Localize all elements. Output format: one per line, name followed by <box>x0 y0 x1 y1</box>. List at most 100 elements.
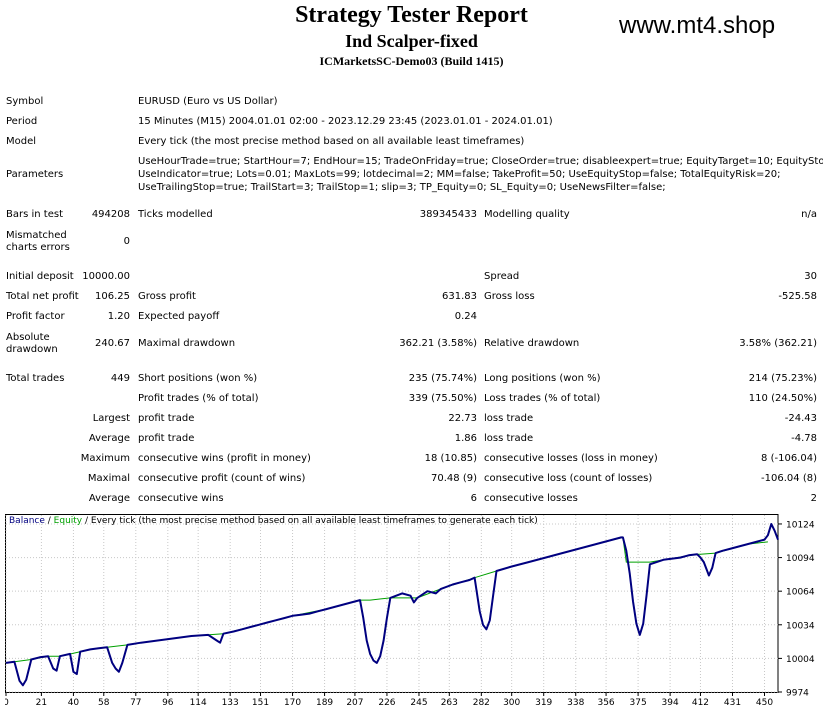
expected-payoff-value: 0.24 <box>454 311 477 322</box>
legend-description: / Every tick (the most precise method ba… <box>82 516 538 526</box>
profit-factor-value: 1.20 <box>107 311 130 322</box>
x-tick-label: 375 <box>630 698 647 708</box>
x-tick-label: 394 <box>662 698 679 708</box>
bars-label: Bars in test <box>6 209 63 220</box>
absolute-dd-label: Absolute <box>6 332 50 343</box>
x-tick-label: 431 <box>724 698 741 708</box>
max-cons-wins-label: consecutive wins (profit in money) <box>138 453 311 464</box>
largest-profit-value: 22.73 <box>448 413 477 424</box>
y-tick-label: 10034 <box>786 621 815 631</box>
x-tick-label: 77 <box>130 698 141 708</box>
short-label: Short positions (won %) <box>138 373 258 384</box>
expected-payoff-label: Expected payoff <box>138 311 220 322</box>
period-label: Period <box>6 116 38 127</box>
largest-label: Largest <box>92 413 130 424</box>
profit-factor-label: Profit factor <box>6 311 65 322</box>
gross-profit-value: 631.83 <box>442 291 477 302</box>
parameters-line: UseTrailingStop=true; TrailStart=3; Trai… <box>138 182 666 193</box>
ticks-label: Ticks modelled <box>138 209 213 220</box>
maximal-cons-profit-value: 70.48 (9) <box>431 473 477 484</box>
max-cons-losses-label: consecutive losses (loss in money) <box>484 453 658 464</box>
model-label: Model <box>6 136 37 147</box>
x-tick-label: 189 <box>316 698 333 708</box>
net-profit-value: 106.25 <box>95 291 130 302</box>
absolute-dd-label: drawdown <box>6 344 58 355</box>
total-trades-label: Total trades <box>6 373 65 384</box>
watermark: www.mt4.shop <box>619 12 776 39</box>
average-profit-value: 1.86 <box>454 433 477 444</box>
average2-label: Average <box>88 493 130 504</box>
largest-loss-value: -24.43 <box>784 413 817 424</box>
mismatch-value: 0 <box>123 236 130 247</box>
maximal-dd-label: Maximal drawdown <box>138 338 236 349</box>
maximal-label: Maximal <box>87 473 130 484</box>
average-loss-value: -4.78 <box>791 433 817 444</box>
mismatch-label: charts errors <box>6 242 70 253</box>
x-tick-label: 170 <box>284 698 301 708</box>
x-tick-label: 450 <box>756 698 773 708</box>
y-tick-label: 10094 <box>786 554 815 564</box>
x-tick-label: 96 <box>162 698 174 708</box>
spread-value: 30 <box>804 271 817 282</box>
x-tick-label: 0 <box>5 698 9 708</box>
short-value: 235 (75.74%) <box>408 373 477 384</box>
legend-separator: / <box>44 516 54 526</box>
parameters-label: Parameters <box>6 169 64 180</box>
x-tick-label: 133 <box>222 698 239 708</box>
profit-trades-label: Profit trades (% of total) <box>138 393 259 404</box>
maximal-cons-loss-value: -106.04 (8) <box>761 473 817 484</box>
average-profit-label: profit trade <box>138 433 195 444</box>
y-tick-label: 10064 <box>786 588 815 598</box>
x-tick-label: 356 <box>597 698 614 708</box>
expert-name: Ind Scalper-fixed <box>345 31 478 51</box>
report-title: Strategy Tester Report <box>295 2 528 28</box>
legend-equity: Equity <box>53 516 83 526</box>
parameters-line: UseIndicator=true; Lots=0.01; MaxLots=99… <box>138 169 781 180</box>
server-name: ICMarketsSC-Demo03 (Build 1415) <box>319 54 504 68</box>
symbol-value: EURUSD (Euro vs US Dollar) <box>138 96 278 107</box>
loss-trades-value: 110 (24.50%) <box>748 393 817 404</box>
x-tick-label: 58 <box>98 698 110 708</box>
x-tick-label: 263 <box>441 698 458 708</box>
chart-legend: Balance / Equity / Every tick (the most … <box>9 516 538 526</box>
initial-deposit-label: Initial deposit <box>6 271 74 282</box>
gross-loss-label: Gross loss <box>484 291 535 302</box>
y-tick-label: 10004 <box>786 655 815 665</box>
x-tick-label: 226 <box>378 698 395 708</box>
legend-balance: Balance <box>9 516 45 526</box>
x-tick-label: 338 <box>567 698 584 708</box>
initial-deposit-value: 10000.00 <box>82 271 130 282</box>
absolute-dd-value: 240.67 <box>95 338 130 349</box>
maximal-cons-profit-label: consecutive profit (count of wins) <box>138 473 306 484</box>
average-loss-label: loss trade <box>484 433 534 444</box>
gross-loss-value: -525.58 <box>778 291 817 302</box>
mismatch-label: Mismatched <box>6 230 67 241</box>
x-tick-label: 207 <box>346 698 363 708</box>
ticks-value: 389345433 <box>419 209 477 220</box>
avg-cons-wins-label: consecutive wins <box>138 493 224 504</box>
relative-dd-label: Relative drawdown <box>484 338 580 349</box>
avg-cons-losses-value: 2 <box>810 493 817 504</box>
x-tick-label: 151 <box>252 698 269 708</box>
plot-area <box>5 514 779 693</box>
model-value: Every tick (the most precise method base… <box>138 136 525 147</box>
quality-label: Modelling quality <box>484 209 570 220</box>
x-tick-label: 319 <box>535 698 552 708</box>
x-tick-label: 40 <box>68 698 80 708</box>
x-tick-label: 300 <box>503 698 520 708</box>
loss-trades-label: Loss trades (% of total) <box>484 393 601 404</box>
bars-value: 494208 <box>91 209 130 220</box>
x-tick-label: 21 <box>36 698 47 708</box>
avg-cons-losses-label: consecutive losses <box>484 493 578 504</box>
avg-cons-wins-value: 6 <box>470 493 477 504</box>
net-profit-label: Total net profit <box>6 291 79 302</box>
y-tick-label: 9974 <box>786 689 809 699</box>
x-tick-label: 412 <box>692 698 709 708</box>
maximal-cons-loss-label: consecutive loss (count of losses) <box>484 473 653 484</box>
profit-trades-value: 339 (75.50%) <box>408 393 477 404</box>
symbol-label: Symbol <box>6 96 44 107</box>
average-label: Average <box>88 433 130 444</box>
spread-label: Spread <box>484 271 520 282</box>
x-tick-label: 282 <box>473 698 490 708</box>
maximum-label: Maximum <box>80 453 130 464</box>
